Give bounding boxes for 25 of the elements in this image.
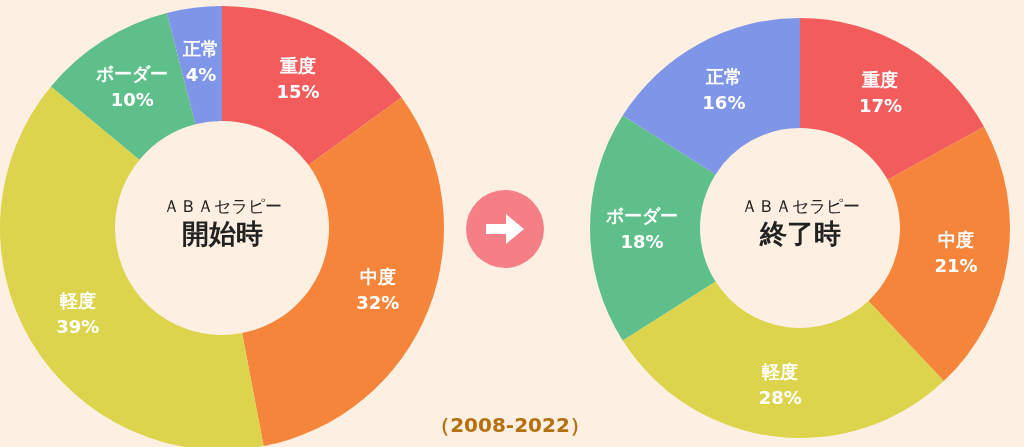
data-label: 28% [758, 387, 802, 409]
slice-label: 軽度 [58, 289, 96, 311]
data-label: 39% [56, 315, 100, 337]
slice-label: ボーダー [605, 204, 678, 226]
slice-label: 中度 [938, 229, 975, 251]
data-label: 10% [110, 89, 154, 111]
text: ＡＢＡセラピー [740, 195, 860, 216]
slice-label: 軽度 [761, 361, 799, 383]
data-label: 21% [934, 255, 978, 277]
slice-label: ボーダー [95, 63, 169, 85]
data-label: 4% [185, 64, 217, 86]
slice-label: 中度 [359, 266, 396, 288]
slice-label: 重度 [861, 68, 899, 90]
data-label: 16% [702, 92, 746, 114]
text: 開始時 [181, 218, 263, 249]
slice-label: 正常 [182, 38, 220, 60]
data-label: 18% [620, 230, 664, 252]
data-label: 32% [356, 292, 400, 314]
slice-label: 正常 [704, 66, 742, 88]
data-label: 15% [276, 81, 320, 103]
text: ＡＢＡセラピー [162, 195, 282, 216]
data-label: 17% [858, 94, 902, 116]
slice-label: 重度 [279, 55, 317, 77]
text: （2008-2022） [429, 412, 591, 439]
text: 終了時 [758, 218, 841, 249]
